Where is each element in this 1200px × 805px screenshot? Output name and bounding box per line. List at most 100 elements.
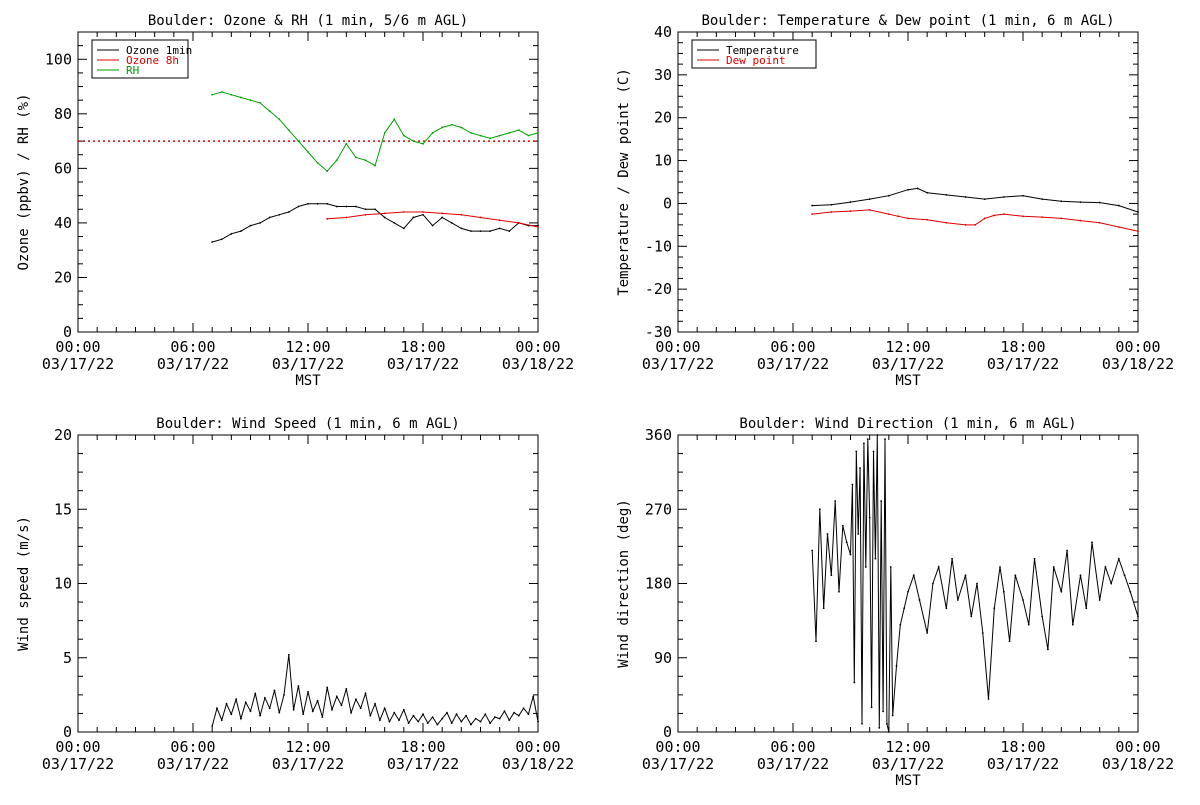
chart1-legend-box [91, 39, 189, 79]
chart4-series-wind_direction-point [1071, 623, 1074, 626]
chart1-series-ozone_1min-point [268, 216, 271, 219]
chart2-y-tick-label: -10 [645, 237, 672, 255]
chart3-series-wind_speed-line [211, 654, 539, 727]
chart3-y-tick-label: 10 [54, 575, 72, 593]
chart1-series-ozone_1min-point [211, 241, 214, 243]
chart1-series-ozone_1min-point [355, 205, 357, 208]
chart1-series-rh-point [326, 170, 329, 172]
chart1-series-ozone_1min-point [335, 205, 338, 208]
chart1-x-tick-label-date: 03/17/22 [42, 355, 114, 373]
chart3-series-wind_speed-point [446, 711, 448, 714]
chart2-series-dew_point-point [1137, 230, 1139, 233]
chart3-series-wind_speed-point [383, 707, 386, 710]
chart1-series-rh-point [431, 132, 434, 134]
chart2-x-tick-label-date: 03/17/22 [987, 355, 1059, 373]
chart2-series-temperature-point [1060, 200, 1063, 203]
chart1-series-rh-point [450, 123, 453, 126]
chart1-y-tick-label: 40 [54, 214, 72, 232]
chart4-series-wind_direction-point [864, 566, 867, 568]
chart1-series-rh-point [230, 93, 233, 96]
chart3-y-axis-label: Wind speed (m/s) [16, 516, 32, 651]
chart1-x-tick-label-time: 00:00 [515, 338, 560, 356]
chart4-series-wind_direction-point [872, 450, 875, 453]
chart4-y-tick-label: 90 [654, 649, 672, 667]
chart3-x-tick-label-time: 00:00 [515, 738, 560, 756]
chart3-series-wind_speed-point [297, 685, 300, 687]
chart3-series-wind_speed-point [302, 713, 305, 716]
chart4-series-wind_direction-point [1027, 623, 1030, 626]
chart3-series-wind_speed-point [450, 722, 453, 724]
chart1-x-axis-label: MST [295, 373, 321, 389]
chart4-series-wind_direction-point [1129, 590, 1132, 593]
chart4-series-wind_direction-point [1079, 574, 1082, 577]
chart4-series-wind_direction-point [964, 574, 967, 577]
chart1-series-ozone_8h-point [537, 226, 539, 228]
chart2-series-dew_point-point [1098, 221, 1101, 224]
chart4-x-tick-label-date: 03/17/22 [872, 755, 944, 773]
chart3-series-wind_speed-point [268, 707, 271, 710]
chart1-legend-label: RH [126, 64, 139, 77]
chart1-series-ozone_1min-point [537, 224, 539, 227]
chart1-x-tick-label-date: 03/17/22 [387, 355, 459, 373]
chart4-y-tick-label: 270 [645, 500, 672, 518]
chart3-series-wind_speed-point [283, 693, 285, 696]
chart3-series-wind_speed-point [426, 722, 429, 724]
chart2-legend-label: Dew point [726, 54, 786, 67]
chart3-y-tick-label: 0 [63, 723, 72, 741]
chart3-series-wind_speed-point [278, 711, 281, 714]
chart1-series-ozone_1min-point [278, 213, 281, 216]
chart4-x-tick-label-time: 00:00 [655, 738, 700, 756]
chart1-series-rh-point [479, 134, 482, 137]
chart2-x-tick-label-time: 18:00 [1000, 338, 1045, 356]
chart4-series-wind_direction-point [876, 434, 879, 436]
chart1-y-tick-label: 100 [45, 50, 72, 68]
chart4-series-wind_direction-point [857, 533, 860, 535]
chart2-series-dew_point-point [1022, 215, 1024, 218]
chart4-series-wind_direction-point [976, 582, 978, 585]
chart4-series-wind_direction-point [1060, 590, 1063, 593]
chart4-series-wind_direction-point [1008, 640, 1011, 643]
chart4-series-wind_direction-point [970, 615, 973, 618]
chart1-series-ozone_8h-line [327, 211, 539, 228]
chart3-series-wind_speed-point [350, 711, 353, 714]
chart1-x-tick-label-time: 18:00 [400, 338, 445, 356]
chart1-series-ozone_1min-point [489, 230, 491, 232]
chart1-legend-label: Ozone 1min [126, 44, 192, 57]
chart3-series-wind_speed-point [216, 707, 218, 710]
chart3-x-tick-label-date: 03/18/22 [502, 755, 574, 773]
chart2-series-dew_point-point [830, 211, 833, 213]
chart4-series-wind_direction-point [818, 508, 821, 511]
chart4-series-wind_direction-point [937, 566, 940, 568]
chart3-series-wind_speed-point [359, 707, 362, 710]
chart3-series-wind_speed-point [211, 725, 214, 727]
chart1-series-rh-point [335, 159, 338, 162]
chart3-y-tick-label: 15 [54, 500, 72, 518]
chart4-series-wind_direction-point [903, 607, 906, 610]
chart1-series-ozone_1min-point [431, 224, 434, 227]
chart3-series-wind_speed-point [508, 719, 511, 722]
chart1-series-rh-point [240, 96, 242, 99]
chart1-x-tick-label-date: 03/17/22 [157, 355, 229, 373]
chart4-series-wind_direction-point [815, 640, 817, 643]
chart3-series-wind_speed-point [374, 702, 376, 705]
chart1-series-ozone_8h-point [498, 219, 501, 222]
chart1-x-tick-label-time: 00:00 [55, 338, 100, 356]
chart3-series-wind_speed-point [537, 720, 539, 723]
chart1-x-tick-label-date: 03/18/22 [502, 355, 574, 373]
chart4-title: Boulder: Wind Direction (1 min, 6 m AGL) [739, 416, 1076, 432]
chart1-series-ozone_1min-point [364, 208, 367, 211]
chart1-series-ozone_1min-point [508, 230, 511, 232]
chart2-title: Boulder: Temperature & Dew point (1 min,… [701, 13, 1114, 29]
chart1-series-ozone_8h-point [479, 216, 482, 219]
chart3-x-tick-label-date: 03/17/22 [272, 755, 344, 773]
chart1-series-ozone_1min-point [441, 216, 444, 219]
chart4-series-wind_direction-line [811, 434, 1139, 733]
chart1-series-ozone_8h-point [345, 216, 348, 219]
chart1-series-rh-point [287, 129, 290, 132]
chart3-series-wind_speed-point [326, 686, 329, 689]
chart3-series-wind_speed-point [527, 713, 530, 716]
chart3-series-wind_speed-point [407, 722, 410, 724]
chart1-y-tick-label: 20 [54, 268, 72, 286]
chart2-axes-frame [677, 31, 1139, 333]
